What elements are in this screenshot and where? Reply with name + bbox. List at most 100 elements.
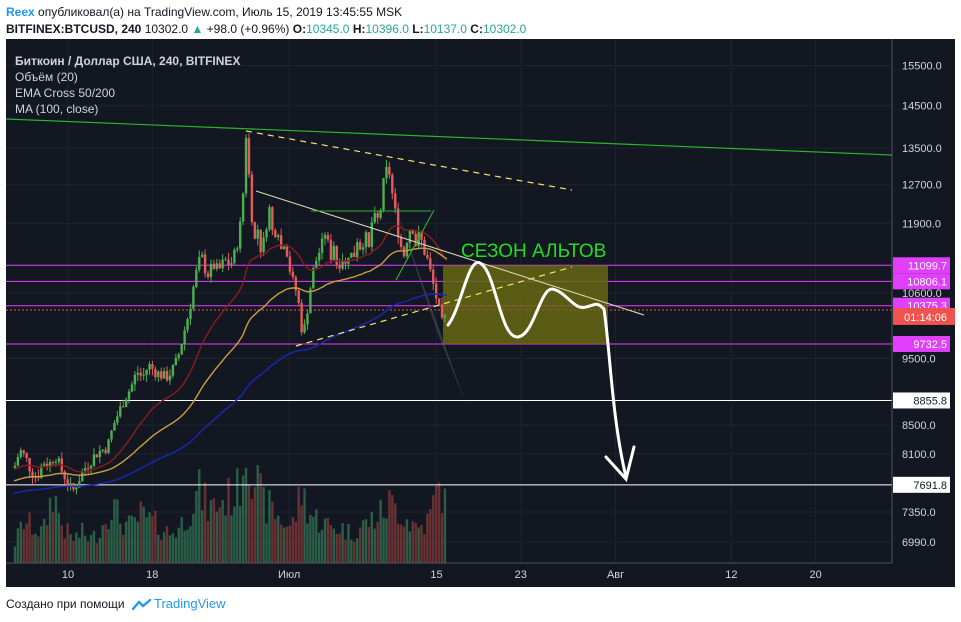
candle-body	[247, 138, 251, 175]
volume-bar	[119, 523, 122, 563]
volume-bar	[186, 529, 189, 563]
volume-bar	[40, 526, 43, 563]
volume-bar	[95, 543, 99, 563]
candle-body	[426, 254, 429, 259]
candle-body	[382, 178, 385, 211]
volume-bar	[89, 535, 93, 563]
volume-bar	[236, 468, 239, 563]
volume-bar	[347, 524, 350, 563]
volume-bar	[268, 490, 271, 563]
candle-body	[218, 263, 221, 269]
candle-body	[256, 229, 259, 239]
candle-body	[215, 263, 218, 269]
candle-body	[43, 463, 46, 466]
volume-bar	[411, 521, 414, 563]
volume-bar	[373, 528, 376, 563]
candle-body	[180, 343, 183, 355]
candle-body	[104, 449, 107, 453]
volume-bar	[43, 518, 46, 563]
time-axis[interactable]	[6, 563, 955, 587]
volume-bar	[83, 535, 87, 563]
upper-dashed-trendline	[245, 130, 573, 191]
price-chart[interactable]: 15500.0 14500.0 13500.0 12700.0 11900.0 10600…	[6, 39, 955, 587]
projection-wedge	[389, 189, 466, 405]
volume-bar	[16, 528, 20, 563]
volume-bar	[148, 512, 151, 563]
tradingview-logo-icon	[131, 598, 152, 611]
level-tag-bg	[893, 392, 950, 409]
candle-body	[361, 247, 365, 250]
candle-body	[189, 308, 192, 319]
legend-volume[interactable]: Объём (20)	[15, 70, 78, 84]
candle-body	[367, 232, 371, 247]
price-tick-label: 12700.0	[902, 180, 942, 192]
volume-bar	[437, 482, 441, 563]
volume-bar	[60, 525, 63, 563]
candle-body	[300, 302, 303, 333]
candle-body	[408, 230, 412, 244]
candle-body	[127, 391, 131, 400]
candle-body	[78, 481, 81, 488]
volume-bar	[139, 501, 142, 563]
volume-bar	[206, 520, 210, 563]
volume-bar	[69, 534, 72, 563]
candle-body	[288, 256, 292, 272]
close-value: 10302.0	[482, 22, 527, 36]
price-tick-label: 8100.0	[902, 449, 936, 461]
candle-body	[16, 457, 20, 466]
volume-bar	[402, 526, 406, 563]
candle-body	[394, 193, 397, 209]
price-change: +98.0 (+0.96%)	[206, 22, 290, 36]
open-label: O:	[292, 22, 307, 36]
candle-body	[414, 233, 417, 247]
volume-bar	[317, 532, 321, 563]
volume-bar	[282, 527, 286, 563]
candle-body	[358, 242, 362, 250]
time-tick-label: Авг	[607, 569, 624, 581]
candle-body	[294, 277, 297, 291]
candle-body	[356, 242, 359, 258]
legend-ma[interactable]: MA (100, close)	[15, 102, 99, 116]
volume-bar	[54, 496, 58, 563]
countdown-tag: 01:14:06	[904, 312, 947, 324]
candle-body	[297, 290, 300, 303]
forecast-arrow-head	[604, 445, 636, 483]
volume-bar	[37, 536, 40, 563]
candle-body	[250, 174, 254, 223]
candle-body	[95, 454, 99, 458]
legend-ema-cross[interactable]: EMA Cross 50/200	[15, 86, 116, 100]
candle-body	[122, 406, 125, 408]
price-tick-label: 11900.0	[902, 219, 941, 231]
candle-body	[262, 237, 265, 253]
candle-body	[195, 269, 198, 287]
volume-bar	[174, 537, 178, 563]
candle-body	[370, 222, 374, 247]
volume-bar	[297, 486, 300, 563]
candle-body	[373, 213, 376, 223]
volume-bar	[250, 498, 254, 563]
candle-body	[198, 257, 201, 270]
candle-body	[399, 236, 403, 248]
candle-body	[48, 461, 52, 467]
volume-bar	[443, 488, 447, 563]
level-tag: 8855.8	[913, 395, 947, 407]
volume-bar	[110, 519, 113, 563]
candle-body	[274, 230, 277, 238]
author-name[interactable]: Reex	[6, 5, 35, 19]
high-label: H:	[352, 22, 366, 36]
volume-bar	[142, 506, 145, 563]
volume-bar	[376, 521, 379, 563]
volume-bar	[394, 503, 397, 563]
candle-body	[376, 213, 379, 218]
tradingview-brand[interactable]: TradingView	[153, 596, 226, 611]
volume-bar	[274, 519, 277, 563]
volume-bar	[221, 499, 224, 563]
candle-body	[440, 304, 444, 318]
volume-bar	[25, 523, 28, 563]
candle-body	[353, 252, 356, 258]
candle-body	[402, 247, 406, 257]
volume-bar	[66, 523, 69, 563]
volume-bar	[391, 495, 394, 563]
time-tick-label: 23	[515, 569, 527, 581]
candle-body	[434, 283, 438, 299]
